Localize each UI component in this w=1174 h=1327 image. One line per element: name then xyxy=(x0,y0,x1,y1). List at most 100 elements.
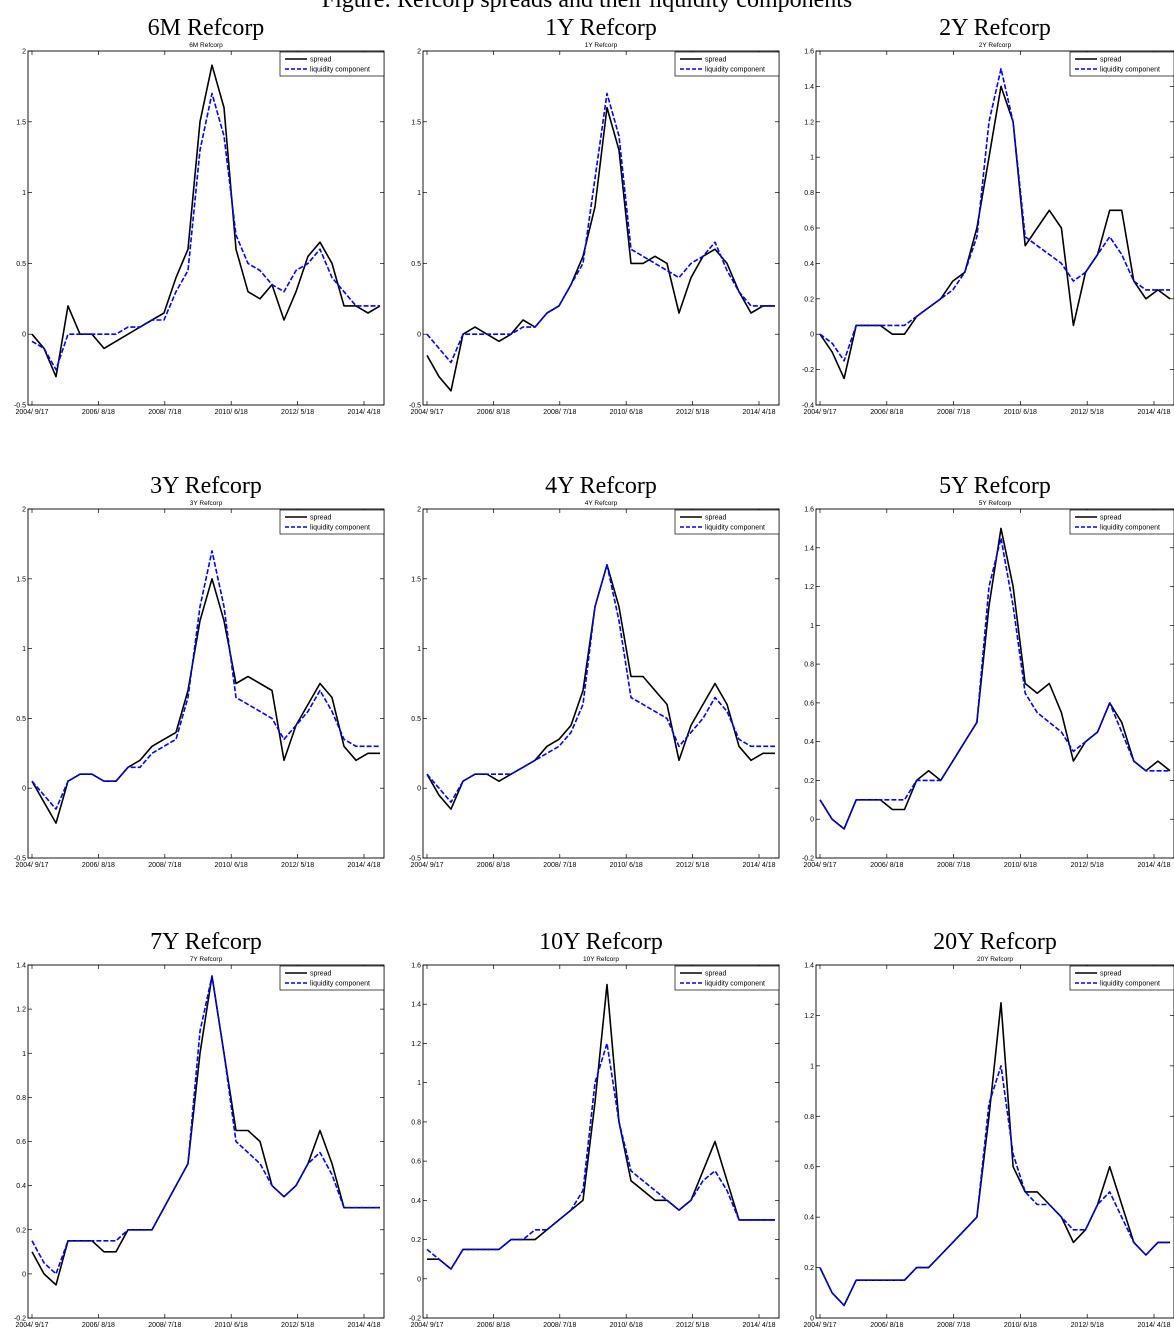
x-tick-label: 2012/ 5/18 xyxy=(676,862,709,869)
series-line-spread xyxy=(31,64,381,378)
x-tick-label: 2014/ 4/18 xyxy=(347,862,380,869)
chart-subtitle: 4Y Refcorp xyxy=(585,500,618,507)
y-tick-label: 1.2 xyxy=(804,119,814,126)
x-tick-label: 2006/ 8/18 xyxy=(82,409,115,416)
legend-box xyxy=(1069,509,1174,535)
y-tick-label: 1.4 xyxy=(411,1002,421,1009)
series-line-liquidity-component xyxy=(819,1065,1170,1307)
y-tick-label: 0.4 xyxy=(804,261,814,268)
x-tick-label: 2008/ 7/18 xyxy=(543,1322,576,1327)
y-tick-label: 1.6 xyxy=(804,49,814,56)
legend-box xyxy=(674,51,780,77)
y-tick-label: 1 xyxy=(22,190,26,197)
x-tick-label: 2008/ 7/18 xyxy=(937,409,970,416)
chart-subtitle: 3Y Refcorp xyxy=(190,500,223,507)
y-tick-label: 0.6 xyxy=(804,700,814,707)
series-line-spread xyxy=(31,577,380,824)
legend-box xyxy=(1069,51,1174,77)
x-tick-label: 2006/ 8/18 xyxy=(477,409,510,416)
legend: spread liquidity component xyxy=(1069,509,1174,535)
y-tick-label: 0 xyxy=(810,817,814,824)
series-line-spread xyxy=(819,527,1171,830)
y-tick-label: 0 xyxy=(22,1271,26,1278)
y-tick-label: 1.5 xyxy=(411,119,421,126)
series-line-liquidity-component xyxy=(31,975,380,1275)
y-tick-label: 0.8 xyxy=(16,1095,26,1102)
plot-area xyxy=(815,508,1174,859)
plot-area xyxy=(27,508,385,859)
y-tick-label: 1 xyxy=(810,623,814,630)
chart-title: 5Y Refcorp xyxy=(939,473,1051,499)
legend-box xyxy=(674,965,780,991)
chart-subtitle: 6M Refcorp xyxy=(189,42,223,49)
legend-label: liquidity component xyxy=(310,525,370,532)
x-tick-label: 2010/ 6/18 xyxy=(610,1322,643,1327)
y-tick-label: 0.2 xyxy=(16,1227,26,1234)
y-tick-label: -0.5 xyxy=(14,403,26,410)
legend-label: spread xyxy=(1100,515,1122,522)
y-tick-label: 2 xyxy=(22,507,26,514)
y-tick-label: -0.5 xyxy=(409,856,421,863)
x-tick-label: 2004/ 9/17 xyxy=(803,1322,836,1327)
y-tick-label: -0.2 xyxy=(409,1316,421,1323)
x-tick-label: 2014/ 4/18 xyxy=(1137,1322,1170,1327)
legend-label: liquidity component xyxy=(705,525,765,532)
x-tick-label: 2014/ 4/18 xyxy=(742,1322,775,1327)
x-tick-label: 2008/ 7/18 xyxy=(148,862,181,869)
legend-box xyxy=(674,509,780,535)
legend-box xyxy=(1069,965,1174,991)
legend: spread liquidity component xyxy=(279,51,385,77)
legend-label: liquidity component xyxy=(1100,525,1160,532)
y-tick-label: 1 xyxy=(22,1051,26,1058)
chart-title: 20Y Refcorp xyxy=(933,929,1057,955)
plot-area xyxy=(815,964,1174,1319)
x-tick-label: 2010/ 6/18 xyxy=(215,1322,248,1327)
legend-label: liquidity component xyxy=(310,67,370,74)
y-tick-label: -0.4 xyxy=(802,403,814,410)
y-tick-label: 0 xyxy=(810,1316,814,1323)
y-tick-label: 1.4 xyxy=(804,84,814,91)
y-tick-label: 0.2 xyxy=(804,1265,814,1272)
y-tick-label: 0.5 xyxy=(16,261,26,268)
chart-title: 4Y Refcorp xyxy=(545,473,657,499)
legend-label: liquidity component xyxy=(310,981,370,988)
y-tick-label: 1 xyxy=(810,1063,814,1070)
x-tick-label: 2010/ 6/18 xyxy=(215,862,248,869)
legend-label: spread xyxy=(705,971,727,978)
y-tick-label: 0.4 xyxy=(411,1198,421,1205)
chart-subtitle: 2Y Refcorp xyxy=(979,42,1012,49)
chart-subtitle: 10Y Refcorp xyxy=(583,956,619,963)
y-tick-label: 0.8 xyxy=(804,662,814,669)
y-tick-label: -0.2 xyxy=(802,367,814,374)
x-tick-label: 2010/ 6/18 xyxy=(1004,1322,1037,1327)
series-line-spread xyxy=(426,106,775,392)
y-tick-label: 2 xyxy=(417,507,421,514)
x-tick-label: 2006/ 8/18 xyxy=(870,862,903,869)
x-tick-label: 2008/ 7/18 xyxy=(543,409,576,416)
chart-title: 7Y Refcorp xyxy=(150,929,262,955)
series-line-spread xyxy=(427,983,775,1270)
plot-area xyxy=(422,50,780,406)
y-tick-label: 0.8 xyxy=(411,1119,421,1126)
x-tick-label: 2004/ 9/17 xyxy=(15,409,48,416)
x-tick-label: 2004/ 9/17 xyxy=(410,1322,443,1327)
y-tick-label: 0.5 xyxy=(411,261,421,268)
plot-area xyxy=(27,50,385,406)
x-tick-label: 2006/ 8/18 xyxy=(82,1322,115,1327)
y-tick-label: 0 xyxy=(417,332,421,339)
y-tick-label: 1 xyxy=(810,155,814,162)
legend-label: liquidity component xyxy=(705,67,765,74)
legend-label: liquidity component xyxy=(1100,67,1160,74)
legend: spread liquidity component xyxy=(1069,965,1174,991)
chart-title: 3Y Refcorp xyxy=(150,473,262,499)
x-tick-label: 2008/ 7/18 xyxy=(937,862,970,869)
x-tick-label: 2008/ 7/18 xyxy=(937,1322,970,1327)
x-tick-label: 2008/ 7/18 xyxy=(148,409,181,416)
chart-subtitle: 20Y Refcorp xyxy=(977,956,1013,963)
